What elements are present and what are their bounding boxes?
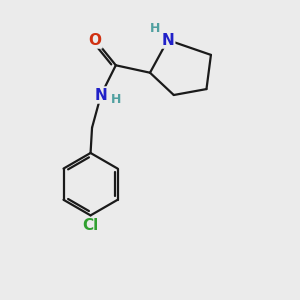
Text: N: N — [161, 32, 174, 47]
Text: N: N — [94, 88, 107, 103]
Text: O: O — [88, 32, 101, 47]
Text: Cl: Cl — [82, 218, 99, 233]
Text: H: H — [111, 93, 122, 106]
Text: H: H — [150, 22, 161, 35]
